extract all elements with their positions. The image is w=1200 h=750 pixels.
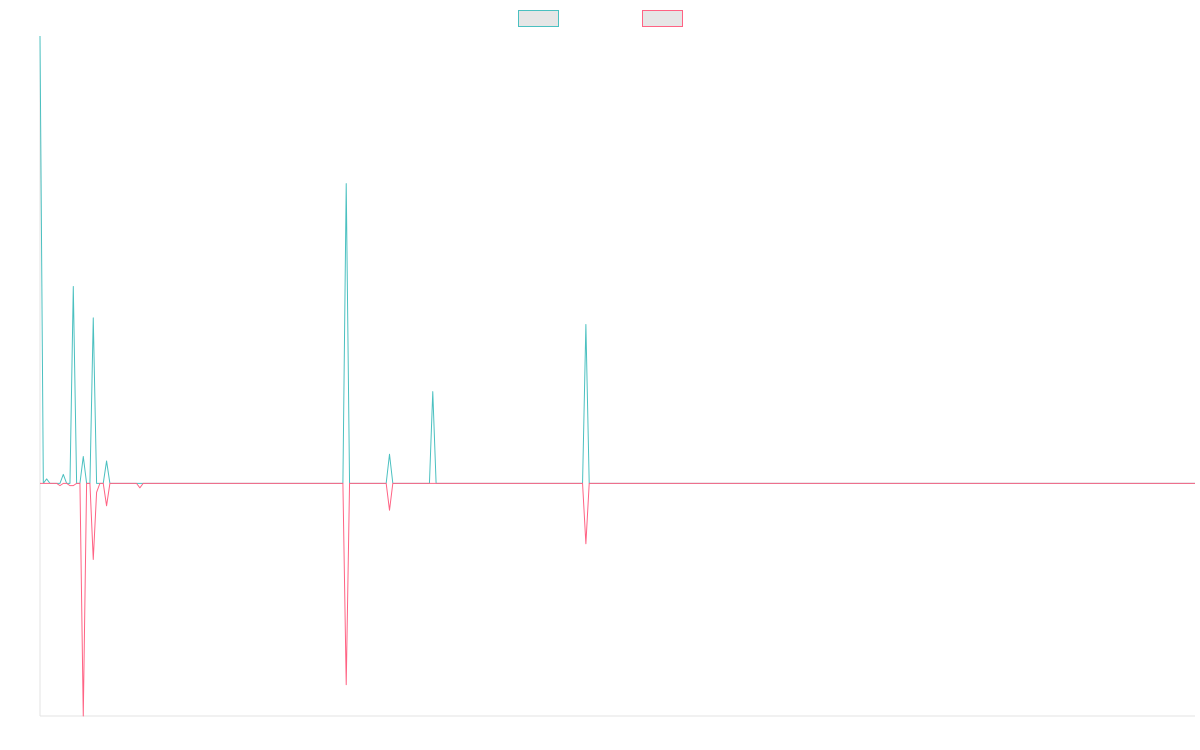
series-line-1 xyxy=(39,35,1195,484)
series-line-2 xyxy=(40,482,1195,717)
plot-area xyxy=(39,35,1195,717)
chart-axes xyxy=(39,36,1195,717)
legend-swatch-1 xyxy=(518,10,559,27)
legend xyxy=(518,10,683,27)
legend-swatch-2 xyxy=(642,10,683,27)
